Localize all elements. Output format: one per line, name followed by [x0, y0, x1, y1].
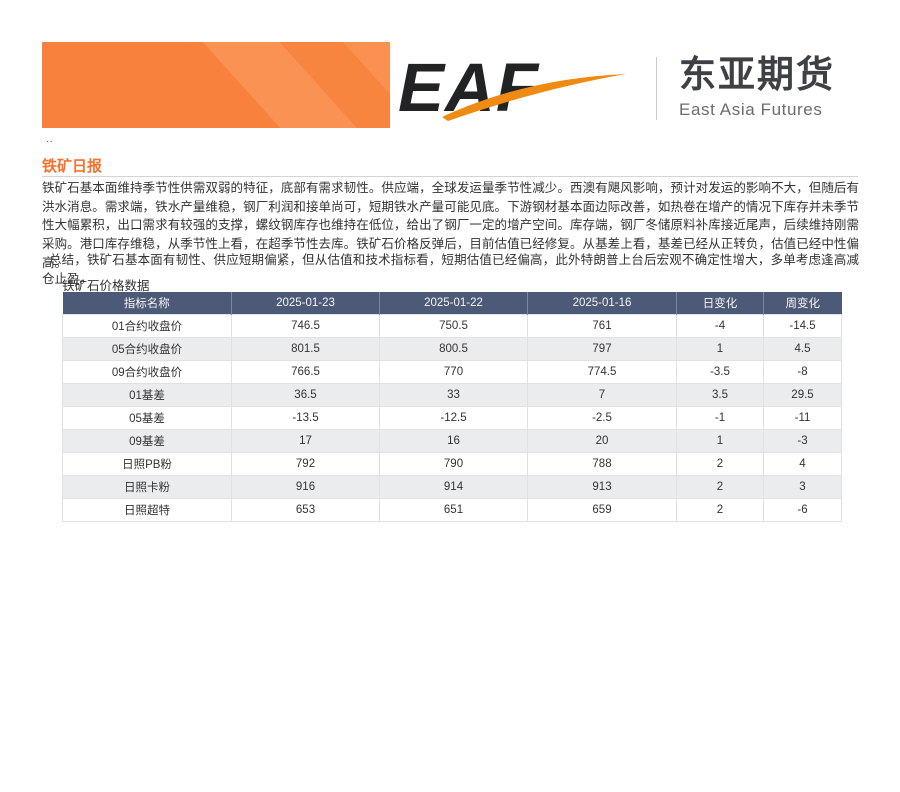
value-cell: 774.5	[527, 360, 677, 384]
indicator-name-cell: 09合约收盘价	[62, 360, 232, 384]
value-cell: 20	[527, 429, 677, 453]
price-table: 指标名称 2025-01-23 2025-01-22 2025-01-16 日变化 周变化…	[62, 292, 842, 522]
value-cell: 913	[527, 475, 677, 499]
indicator-name-cell: 日照超特	[62, 498, 232, 522]
value-cell: 914	[379, 475, 528, 499]
value-cell: 800.5	[379, 337, 528, 361]
value-cell: 3	[763, 475, 842, 499]
table-row: 09合约收盘价 766.5 770 774.5 -3.5 -8	[62, 360, 842, 384]
indicator-name-cell: 日照PB粉	[62, 452, 232, 476]
value-cell: -3	[763, 429, 842, 453]
eaf-logo: EAF	[398, 50, 626, 124]
value-cell: 4	[763, 452, 842, 476]
value-cell: -3.5	[676, 360, 764, 384]
value-cell: 801.5	[231, 337, 380, 361]
value-cell: -2.5	[527, 406, 677, 430]
column-header: 日变化	[676, 292, 764, 315]
page-title: 铁矿日报	[42, 158, 103, 175]
table-row: 01基差 36.5 33 7 3.5 29.5	[62, 383, 842, 407]
value-cell: 7	[527, 383, 677, 407]
indicator-name-cell: 05基差	[62, 406, 232, 430]
value-cell: 788	[527, 452, 677, 476]
value-cell: 651	[379, 498, 528, 522]
value-cell: 17	[231, 429, 380, 453]
value-cell: -11	[763, 406, 842, 430]
table-row: 日照PB粉 792 790 788 2 4	[62, 452, 842, 476]
value-cell: 4.5	[763, 337, 842, 361]
indicator-name-cell: 05合约收盘价	[62, 337, 232, 361]
company-name-en: East Asia Futures	[679, 100, 823, 119]
logo-swoosh-icon	[442, 74, 626, 121]
value-cell: 770	[379, 360, 528, 384]
company-block: 东亚期货 East Asia Futures	[679, 50, 864, 120]
report-paragraph-2: 总结，铁矿石基本面有韧性、供应短期偏紧，但从估值和技术指标看，短期估值已经偏高，…	[42, 253, 859, 286]
column-header: 2025-01-16	[527, 292, 677, 315]
table-row: 日照超特 653 651 659 2 -6	[62, 498, 842, 522]
corner-mark: ..	[46, 134, 54, 145]
value-cell: 2	[676, 498, 764, 522]
value-cell: 750.5	[379, 314, 528, 338]
indicator-name-cell: 01基差	[62, 383, 232, 407]
indicator-name-cell: 01合约收盘价	[62, 314, 232, 338]
value-cell: 36.5	[231, 383, 380, 407]
column-header: 周变化	[763, 292, 842, 315]
column-header: 2025-01-23	[231, 292, 380, 315]
value-cell: 659	[527, 498, 677, 522]
value-cell: 916	[231, 475, 380, 499]
value-cell: 1	[676, 337, 764, 361]
value-cell: 790	[379, 452, 528, 476]
value-cell: 1	[676, 429, 764, 453]
table-row: 09基差 17 16 20 1 -3	[62, 429, 842, 453]
value-cell: 33	[379, 383, 528, 407]
value-cell: 653	[231, 498, 380, 522]
value-cell: 761	[527, 314, 677, 338]
column-header: 指标名称	[62, 292, 232, 315]
value-cell: 797	[527, 337, 677, 361]
report-paragraph-1: 铁矿石基本面维持季节性供需双弱的特征，底部有需求韧性。供应端，全球发运量季节性减…	[42, 181, 859, 270]
value-cell: -1	[676, 406, 764, 430]
value-cell: -6	[763, 498, 842, 522]
table-row: 05基差 -13.5 -12.5 -2.5 -1 -11	[62, 406, 842, 430]
value-cell: -12.5	[379, 406, 528, 430]
value-cell: -8	[763, 360, 842, 384]
value-cell: 766.5	[231, 360, 380, 384]
brand-divider	[656, 57, 657, 120]
value-cell: 746.5	[231, 314, 380, 338]
value-cell: 29.5	[763, 383, 842, 407]
column-header: 2025-01-22	[379, 292, 528, 315]
value-cell: -4	[676, 314, 764, 338]
indicator-name-cell: 09基差	[62, 429, 232, 453]
price-table-header: 指标名称 2025-01-23 2025-01-22 2025-01-16 日变化 周变化	[62, 292, 842, 315]
table-title: 铁矿石价格数据	[62, 279, 150, 293]
header-row: 指标名称 2025-01-23 2025-01-22 2025-01-16 日变化 周变化	[62, 292, 842, 315]
table-row: 05合约收盘价 801.5 800.5 797 1 4.5	[62, 337, 842, 361]
value-cell: 2	[676, 452, 764, 476]
title-divider	[42, 176, 858, 177]
table-row: 日照卡粉 916 914 913 2 3	[62, 475, 842, 499]
value-cell: 3.5	[676, 383, 764, 407]
value-cell: -14.5	[763, 314, 842, 338]
value-cell: -13.5	[231, 406, 380, 430]
value-cell: 792	[231, 452, 380, 476]
indicator-name-cell: 日照卡粉	[62, 475, 232, 499]
value-cell: 16	[379, 429, 528, 453]
brand-banner	[42, 42, 390, 128]
table-row: 01合约收盘价 746.5 750.5 761 -4 -14.5	[62, 314, 842, 338]
price-table-body: 01合约收盘价 746.5 750.5 761 -4 -14.5 05合约收盘价 801.5 8…	[62, 314, 842, 522]
company-name-cn: 东亚期货	[679, 54, 835, 95]
value-cell: 2	[676, 475, 764, 499]
